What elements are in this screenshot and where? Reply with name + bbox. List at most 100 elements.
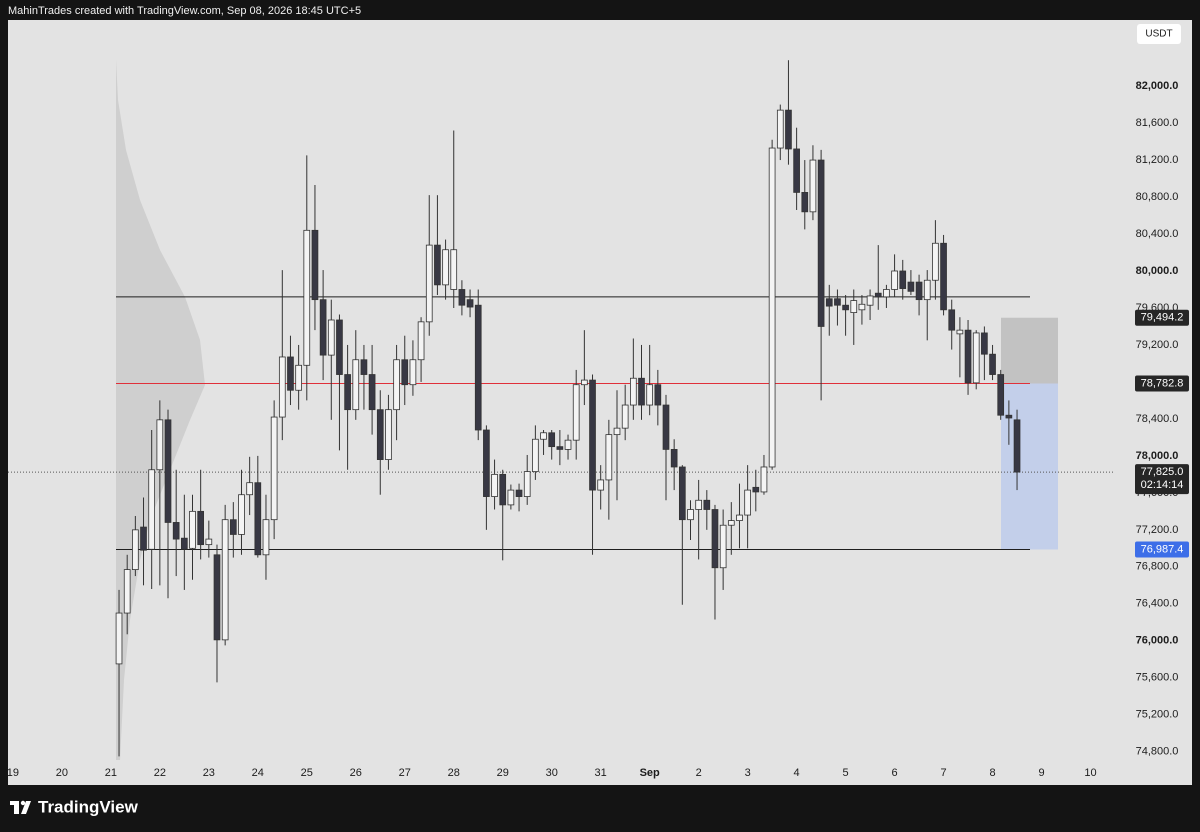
candle-body — [703, 499, 711, 510]
candle-body — [638, 377, 645, 406]
candle-body — [940, 242, 947, 311]
y-tick-label: 75,200.0 — [1136, 709, 1179, 721]
candle-body — [793, 148, 800, 193]
candle-body — [523, 471, 531, 497]
x-tick-label: 27 — [399, 767, 411, 779]
candle-body — [515, 489, 523, 497]
candle-body — [605, 434, 613, 481]
candle-body — [817, 159, 825, 327]
candle-body — [1005, 414, 1013, 419]
x-tick-label: 29 — [497, 767, 509, 779]
brand-name: TradingView — [38, 797, 139, 816]
y-tick-label: 82,000.0 — [1136, 80, 1179, 92]
candle-body — [866, 295, 874, 306]
x-tick-label: 2 — [696, 767, 702, 779]
candle-body — [295, 364, 302, 391]
candle-body — [564, 439, 572, 450]
candle-body — [850, 300, 858, 313]
candle-body — [556, 446, 564, 450]
candle-body — [646, 384, 654, 406]
candle-body — [205, 538, 213, 546]
candle-body — [262, 519, 270, 556]
candle-body — [760, 466, 768, 493]
candle-body — [197, 510, 205, 546]
candle-body — [1013, 419, 1021, 473]
candle-body — [711, 509, 719, 569]
y-tick-label: 77,200.0 — [1136, 524, 1179, 536]
candle-body — [246, 482, 253, 496]
y-tick-label: 80,000.0 — [1136, 265, 1179, 277]
brand-logo — [10, 800, 31, 814]
candle-body — [336, 319, 343, 375]
x-tick-label: 26 — [350, 767, 362, 779]
x-tick-label: 7 — [940, 767, 946, 779]
candle-body — [752, 486, 760, 493]
candle-body — [425, 244, 433, 323]
y-tick-label: 79,200.0 — [1136, 339, 1179, 351]
candle-body — [785, 109, 792, 150]
candle-body — [989, 353, 996, 375]
candle-body — [776, 109, 784, 149]
currency-box — [1137, 24, 1181, 44]
candle-body — [213, 554, 221, 641]
candle-body — [548, 432, 556, 448]
price-tag-label: 76,987.4 — [1141, 543, 1184, 555]
candle-body — [352, 359, 360, 411]
candle-body — [597, 479, 605, 491]
candle-body — [654, 384, 662, 406]
x-tick-label: 5 — [843, 767, 849, 779]
x-tick-label: 21 — [105, 767, 117, 779]
candle-body — [670, 449, 678, 468]
candle-body — [964, 329, 972, 384]
candle-body — [450, 249, 458, 290]
last-price-box — [1135, 464, 1189, 495]
candle-body — [393, 359, 400, 411]
candle-body — [115, 612, 123, 665]
candle-body — [956, 329, 964, 335]
candle-body — [466, 299, 474, 308]
x-tick-label: 31 — [595, 767, 607, 779]
candle-body — [148, 469, 156, 550]
candle-body — [899, 270, 907, 289]
candle-body — [311, 229, 319, 301]
candle-body — [483, 429, 490, 497]
y-tick-label: 80,800.0 — [1136, 191, 1179, 203]
candle-body — [442, 249, 449, 286]
candle-body — [360, 359, 368, 375]
candle-body — [923, 279, 931, 301]
candle-body — [891, 270, 898, 290]
candle-body — [221, 519, 229, 641]
price-tag-label: 78,782.8 — [1141, 377, 1184, 389]
candle-body — [801, 192, 809, 213]
candle-body — [327, 319, 335, 356]
x-tick-label: 25 — [301, 767, 313, 779]
candle-body — [932, 242, 939, 281]
candle-body — [662, 404, 670, 450]
candle-body — [948, 309, 956, 331]
candle-body — [581, 379, 588, 386]
candle-body — [189, 510, 196, 549]
volume-profile — [116, 60, 205, 760]
y-tick-label: 80,400.0 — [1136, 228, 1179, 240]
candle-body — [172, 522, 180, 540]
candle-body — [809, 159, 817, 213]
y-tick-label: 81,200.0 — [1136, 154, 1179, 166]
candle-body — [385, 409, 392, 460]
candle-body — [532, 438, 539, 473]
candle-body — [132, 529, 139, 570]
y-tick-label: 81,600.0 — [1136, 117, 1179, 129]
y-tick-label: 76,800.0 — [1136, 561, 1179, 573]
candle-body — [287, 356, 294, 391]
x-tick-label: 4 — [794, 767, 800, 779]
candle-body — [238, 494, 245, 535]
candle-body — [401, 359, 409, 386]
currency-label: USDT — [1145, 29, 1172, 40]
candle-body — [768, 147, 776, 468]
candle-body — [409, 359, 417, 386]
candle-body — [156, 419, 164, 471]
candle-body — [842, 304, 849, 311]
candle-body — [499, 473, 507, 506]
plot: 74,800.0 75,200.0 75,600.0 76,000.0 76,400.0… — [7, 60, 1189, 779]
price-tag-label: 79,494.2 — [1141, 312, 1184, 324]
